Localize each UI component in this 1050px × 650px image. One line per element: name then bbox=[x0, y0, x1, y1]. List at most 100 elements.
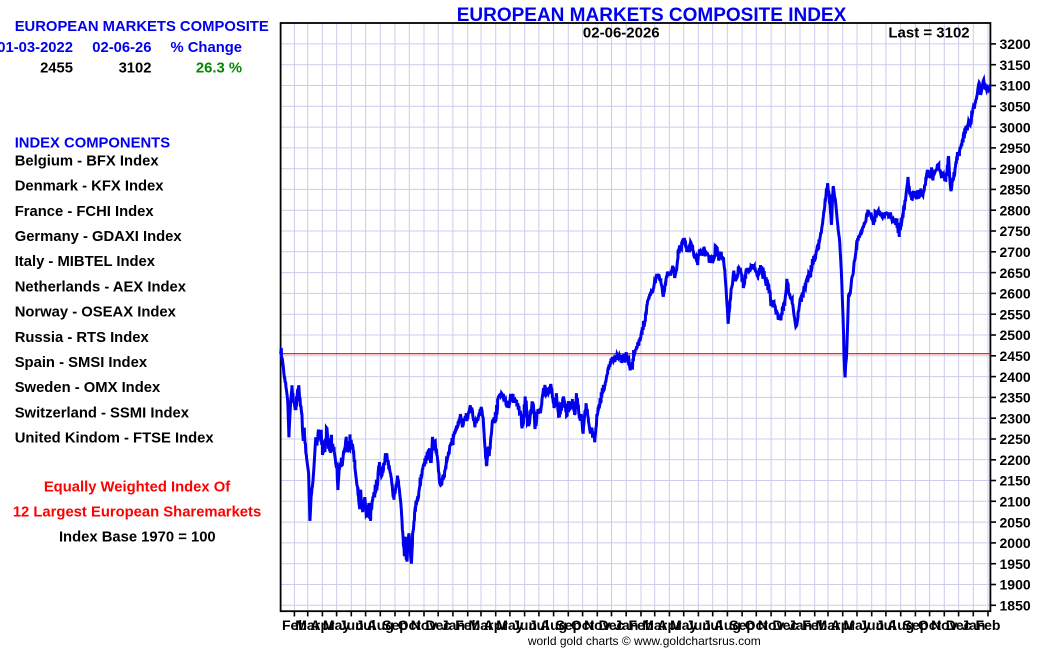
svg-text:Aug: Aug bbox=[887, 617, 914, 633]
svg-text:Oct: Oct bbox=[745, 617, 769, 633]
svg-text:Dec: Dec bbox=[425, 617, 451, 633]
svg-text:Equally Weighted Index Of: Equally Weighted Index Of bbox=[44, 480, 230, 496]
svg-text:Jun: Jun bbox=[686, 617, 711, 633]
svg-text:3050: 3050 bbox=[1000, 99, 1031, 115]
svg-text:INDEX COMPONENTS: INDEX COMPONENTS bbox=[15, 135, 171, 151]
svg-text:2600: 2600 bbox=[1000, 286, 1031, 302]
svg-text:Switzerland - SSMI Index: Switzerland - SSMI Index bbox=[15, 405, 190, 421]
svg-text:% Change: % Change bbox=[170, 40, 242, 56]
svg-text:02-06-2026: 02-06-2026 bbox=[583, 24, 660, 41]
svg-text:3100: 3100 bbox=[1000, 78, 1031, 94]
svg-text:May: May bbox=[496, 617, 523, 633]
svg-text:Oct: Oct bbox=[918, 617, 942, 633]
svg-text:Norway - OSEAX Index: Norway - OSEAX Index bbox=[15, 305, 177, 321]
svg-text:2650: 2650 bbox=[1000, 265, 1031, 281]
svg-text:2455: 2455 bbox=[40, 61, 73, 77]
svg-text:2250: 2250 bbox=[1000, 431, 1031, 447]
svg-text:2000: 2000 bbox=[1000, 535, 1031, 551]
svg-text:Feb: Feb bbox=[976, 617, 1001, 633]
svg-text:2800: 2800 bbox=[1000, 202, 1031, 218]
svg-text:Mar: Mar bbox=[816, 617, 841, 633]
svg-text:Nov: Nov bbox=[584, 617, 611, 633]
svg-text:Apr: Apr bbox=[310, 617, 335, 633]
svg-text:2700: 2700 bbox=[1000, 244, 1031, 260]
svg-text:Feb: Feb bbox=[455, 617, 480, 633]
svg-text:Feb: Feb bbox=[282, 617, 307, 633]
svg-text:2050: 2050 bbox=[1000, 514, 1031, 530]
svg-text:Dec: Dec bbox=[599, 617, 625, 633]
svg-text:2350: 2350 bbox=[1000, 390, 1031, 406]
svg-text:EUROPEAN MARKETS COMPOSITE IND: EUROPEAN MARKETS COMPOSITE INDEX bbox=[457, 5, 847, 26]
svg-text:Russia - RTS Index: Russia - RTS Index bbox=[15, 330, 150, 346]
svg-text:Jul: Jul bbox=[529, 617, 549, 633]
svg-text:Aug: Aug bbox=[714, 617, 741, 633]
svg-text:2750: 2750 bbox=[1000, 223, 1031, 239]
svg-text:May: May bbox=[670, 617, 697, 633]
svg-text:1850: 1850 bbox=[1000, 598, 1031, 614]
svg-text:world gold charts © www.goldch: world gold charts © www.goldchartsrus.co… bbox=[527, 634, 761, 648]
svg-text:Mar: Mar bbox=[642, 617, 667, 633]
svg-text:Index Base 1970 = 100: Index Base 1970 = 100 bbox=[59, 530, 216, 546]
svg-text:Sep: Sep bbox=[903, 617, 929, 633]
svg-text:Germany - GDAXI Index: Germany - GDAXI Index bbox=[15, 229, 183, 245]
svg-text:01-03-2022: 01-03-2022 bbox=[0, 40, 73, 56]
svg-text:2200: 2200 bbox=[1000, 452, 1031, 468]
svg-text:United Kindom - FTSE Index: United Kindom - FTSE Index bbox=[15, 431, 215, 447]
svg-text:3200: 3200 bbox=[1000, 36, 1031, 52]
svg-text:Denmark - KFX Index: Denmark - KFX Index bbox=[15, 179, 165, 195]
svg-text:Apr: Apr bbox=[484, 617, 509, 633]
svg-text:May: May bbox=[323, 617, 350, 633]
svg-text:Jul: Jul bbox=[703, 617, 723, 633]
svg-text:Feb: Feb bbox=[802, 617, 827, 633]
svg-text:Jan: Jan bbox=[614, 617, 638, 633]
svg-text:26.3 %: 26.3 % bbox=[196, 61, 242, 77]
svg-text:Sep: Sep bbox=[555, 617, 581, 633]
svg-text:Aug: Aug bbox=[367, 617, 394, 633]
svg-text:Dec: Dec bbox=[772, 617, 798, 633]
svg-text:Nov: Nov bbox=[411, 617, 438, 633]
svg-text:Jun: Jun bbox=[859, 617, 884, 633]
svg-text:02-06-26: 02-06-26 bbox=[92, 40, 151, 56]
svg-text:May: May bbox=[843, 617, 870, 633]
svg-text:Spain - SMSI Index: Spain - SMSI Index bbox=[15, 355, 148, 371]
svg-text:Mar: Mar bbox=[469, 617, 494, 633]
svg-text:Last = 3102: Last = 3102 bbox=[888, 24, 969, 41]
svg-text:3102: 3102 bbox=[119, 61, 152, 77]
svg-text:Jul: Jul bbox=[876, 617, 896, 633]
svg-text:2150: 2150 bbox=[1000, 473, 1031, 489]
svg-text:2850: 2850 bbox=[1000, 182, 1031, 198]
svg-text:Mar: Mar bbox=[295, 617, 320, 633]
svg-text:Jun: Jun bbox=[339, 617, 364, 633]
svg-text:Belgium - BFX Index: Belgium - BFX Index bbox=[15, 153, 160, 169]
svg-text:Nov: Nov bbox=[758, 617, 785, 633]
svg-text:Sep: Sep bbox=[382, 617, 408, 633]
svg-text:EUROPEAN MARKETS COMPOSITE: EUROPEAN MARKETS COMPOSITE bbox=[15, 19, 269, 35]
svg-text:1900: 1900 bbox=[1000, 577, 1031, 593]
svg-text:Feb: Feb bbox=[629, 617, 654, 633]
svg-text:Italy - MIBTEL Index: Italy - MIBTEL Index bbox=[15, 254, 156, 270]
svg-text:Sweden - OMX Index: Sweden - OMX Index bbox=[15, 380, 161, 396]
svg-text:Dec: Dec bbox=[946, 617, 972, 633]
svg-text:Oct: Oct bbox=[571, 617, 595, 633]
svg-text:Apr: Apr bbox=[831, 617, 856, 633]
svg-text:12 Largest European Sharemarke: 12 Largest European Sharemarkets bbox=[13, 505, 261, 521]
svg-text:Aug: Aug bbox=[540, 617, 567, 633]
svg-text:3000: 3000 bbox=[1000, 119, 1031, 135]
svg-text:Jul: Jul bbox=[355, 617, 375, 633]
svg-text:2500: 2500 bbox=[1000, 327, 1031, 343]
svg-text:France - FCHI Index: France - FCHI Index bbox=[15, 204, 155, 220]
svg-text:2950: 2950 bbox=[1000, 140, 1031, 156]
svg-text:Netherlands - AEX Index: Netherlands - AEX Index bbox=[15, 279, 187, 295]
svg-text:1950: 1950 bbox=[1000, 556, 1031, 572]
svg-text:Apr: Apr bbox=[657, 617, 682, 633]
svg-text:3150: 3150 bbox=[1000, 57, 1031, 73]
svg-text:2450: 2450 bbox=[1000, 348, 1031, 364]
svg-text:Jan: Jan bbox=[961, 617, 985, 633]
svg-text:2400: 2400 bbox=[1000, 369, 1031, 385]
svg-text:Jan: Jan bbox=[788, 617, 812, 633]
svg-text:Jun: Jun bbox=[512, 617, 537, 633]
svg-text:2300: 2300 bbox=[1000, 410, 1031, 426]
svg-text:2550: 2550 bbox=[1000, 306, 1031, 322]
svg-text:Nov: Nov bbox=[931, 617, 958, 633]
svg-text:2900: 2900 bbox=[1000, 161, 1031, 177]
